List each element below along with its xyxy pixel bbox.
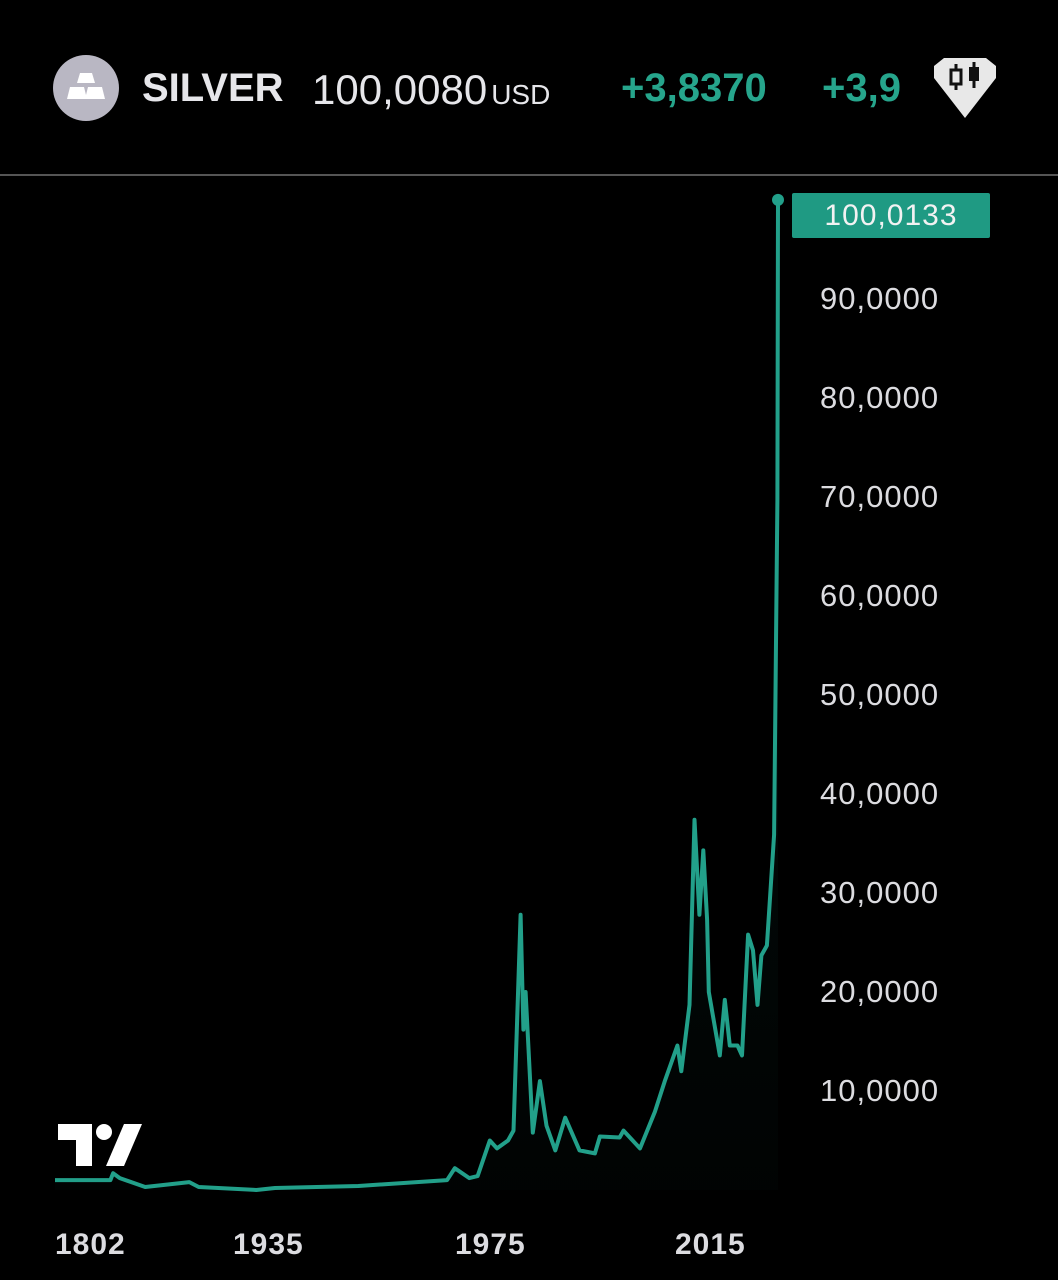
header-divider xyxy=(0,174,1058,176)
y-tick-label: 60,0000 xyxy=(820,578,940,613)
y-tick-label: 10,0000 xyxy=(820,1073,940,1108)
silver-bars-icon xyxy=(53,55,119,121)
price-change-percent: +3,9 xyxy=(822,66,901,110)
x-tick-label: 2015 xyxy=(675,1228,746,1261)
tradingview-logo-icon xyxy=(58,1124,142,1171)
last-price: 100,0080 USD xyxy=(312,66,550,114)
series-line xyxy=(55,199,780,1192)
symbol-header: SILVER 100,0080 USD +3,8370 +3,9 xyxy=(0,0,1058,175)
candlestick-icon[interactable] xyxy=(930,56,1000,125)
y-tick-label: 80,0000 xyxy=(820,380,940,415)
x-tick-label: 1975 xyxy=(455,1228,526,1261)
currency: USD xyxy=(491,79,551,110)
price-chart[interactable] xyxy=(0,176,1058,1280)
y-tick-label: 30,0000 xyxy=(820,875,940,910)
last-point-marker xyxy=(772,193,784,206)
y-tick-label: 40,0000 xyxy=(820,776,940,811)
y-tick-label: 90,0000 xyxy=(820,281,940,316)
series-area xyxy=(55,199,778,1190)
y-tick-label: 20,0000 xyxy=(820,974,940,1009)
price-value: 100,0080 xyxy=(312,66,488,113)
price-change: +3,8370 xyxy=(621,66,767,110)
y-tick-label: 70,0000 xyxy=(820,479,940,514)
x-tick-label: 1802 xyxy=(55,1228,126,1261)
symbol-name: SILVER xyxy=(142,66,284,110)
last-price-label: 100,0133 xyxy=(792,193,990,238)
y-tick-label: 50,0000 xyxy=(820,677,940,712)
x-tick-label: 1935 xyxy=(233,1228,304,1261)
